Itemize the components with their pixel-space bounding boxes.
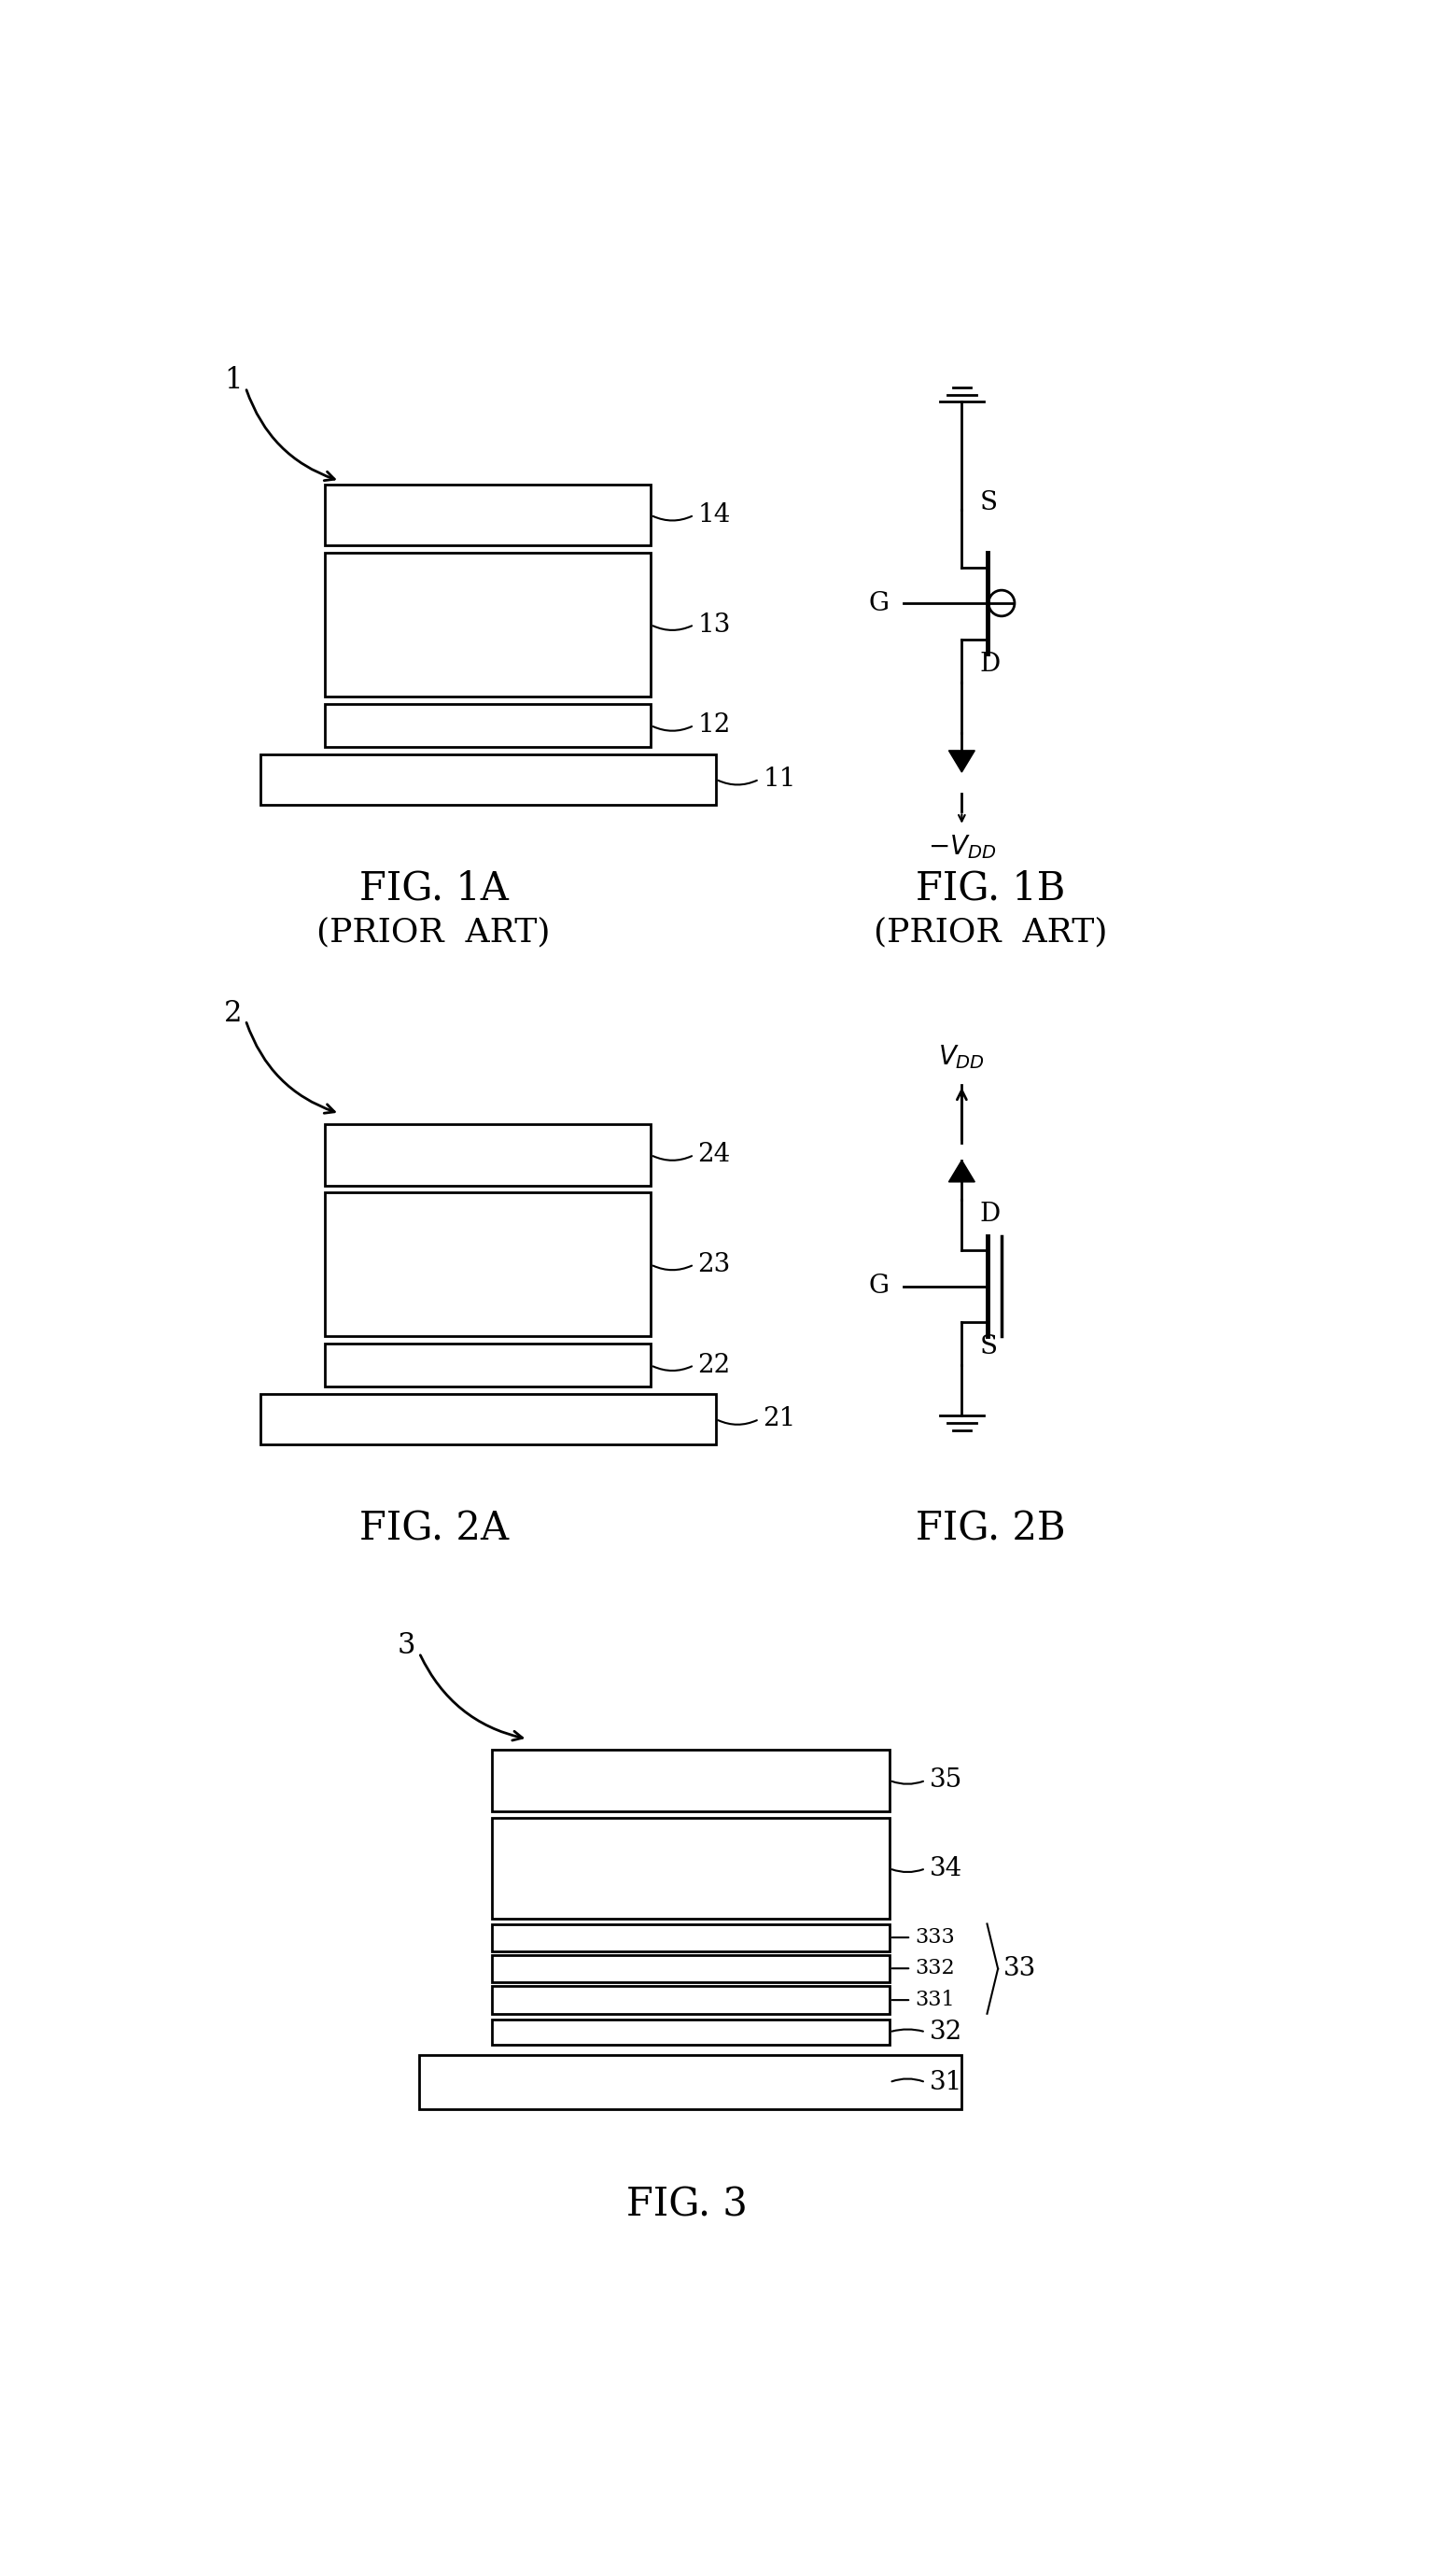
Bar xyxy=(491,1819,890,1919)
Text: 3: 3 xyxy=(397,1631,416,1659)
Text: FIG. 2B: FIG. 2B xyxy=(915,1510,1066,1548)
Bar xyxy=(419,2056,962,2110)
Text: 1: 1 xyxy=(224,366,243,394)
Bar xyxy=(325,1193,651,1337)
Text: 21: 21 xyxy=(762,1406,796,1432)
Text: $V_{DD}$: $V_{DD}$ xyxy=(939,1043,985,1072)
Text: $-V_{DD}$: $-V_{DD}$ xyxy=(927,832,996,860)
Bar xyxy=(491,1924,890,1950)
Bar xyxy=(260,755,716,804)
Text: 32: 32 xyxy=(930,2020,962,2045)
Bar xyxy=(491,1986,890,2014)
Text: 23: 23 xyxy=(697,1252,731,1278)
Text: 31: 31 xyxy=(930,2069,962,2094)
Text: D: D xyxy=(980,1200,1001,1226)
Bar xyxy=(325,703,651,747)
Bar xyxy=(491,1955,890,1981)
Bar xyxy=(260,1394,716,1445)
Text: D: D xyxy=(980,652,1001,677)
Text: 33: 33 xyxy=(1004,1955,1037,1981)
Bar xyxy=(325,484,651,546)
Text: 12: 12 xyxy=(697,714,731,737)
Text: 13: 13 xyxy=(697,613,731,636)
Text: 35: 35 xyxy=(930,1767,962,1793)
Text: (PRIOR  ART): (PRIOR ART) xyxy=(316,917,550,948)
Text: 333: 333 xyxy=(914,1927,954,1947)
Text: FIG. 2A: FIG. 2A xyxy=(360,1510,508,1548)
Text: FIG. 1B: FIG. 1B xyxy=(915,868,1066,909)
Bar xyxy=(491,2020,890,2045)
Text: 2: 2 xyxy=(224,999,243,1028)
Text: 24: 24 xyxy=(697,1141,731,1167)
Bar xyxy=(325,554,651,696)
Text: S: S xyxy=(980,489,998,515)
Polygon shape xyxy=(949,1159,975,1182)
Text: FIG. 1A: FIG. 1A xyxy=(360,868,508,909)
Text: 22: 22 xyxy=(697,1352,731,1378)
Bar xyxy=(325,1345,651,1386)
Bar xyxy=(491,1749,890,1811)
Text: G: G xyxy=(869,1273,890,1298)
Text: S: S xyxy=(980,1334,998,1360)
Text: 331: 331 xyxy=(914,1989,954,2009)
Text: 14: 14 xyxy=(697,502,731,528)
Polygon shape xyxy=(949,750,975,773)
Text: 11: 11 xyxy=(762,768,796,791)
Bar xyxy=(325,1123,651,1185)
Text: (PRIOR  ART): (PRIOR ART) xyxy=(874,917,1108,948)
Text: FIG. 3: FIG. 3 xyxy=(627,2184,748,2223)
Text: 34: 34 xyxy=(930,1855,962,1880)
Text: 332: 332 xyxy=(914,1958,954,1978)
Text: G: G xyxy=(869,590,890,616)
